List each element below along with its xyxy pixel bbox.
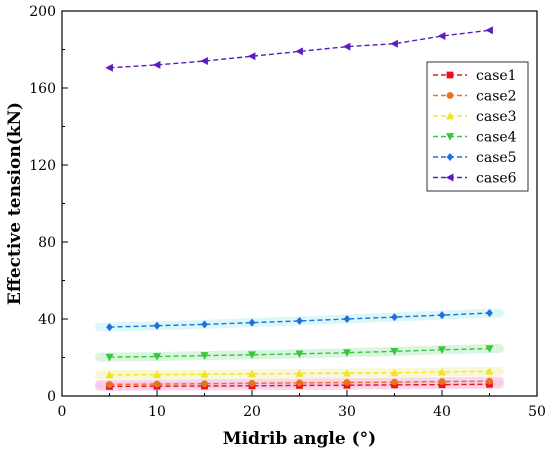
legend-label-case3: case3	[476, 109, 517, 125]
data-point-case2	[343, 379, 351, 386]
legend-marker-case4	[446, 133, 454, 141]
series-case3	[105, 367, 494, 379]
data-point-case5	[391, 313, 398, 322]
data-point-case3	[343, 368, 351, 377]
data-point-case5	[153, 321, 161, 330]
y-axis-title: Effective tension(kN)	[5, 102, 25, 305]
data-point-case4	[485, 345, 494, 353]
data-point-case3	[105, 370, 114, 379]
data-point-case5	[343, 315, 351, 323]
legend-marker-case6	[445, 173, 454, 182]
legend-box	[426, 61, 529, 192]
legend-item-case3: case3	[433, 109, 517, 125]
data-point-case2	[248, 379, 256, 387]
data-point-case3	[485, 367, 494, 375]
y-tick-label-200: 200	[29, 4, 56, 20]
data-point-case5	[438, 311, 446, 320]
data-point-case4	[248, 351, 256, 360]
x-tick-label-30: 30	[338, 404, 356, 420]
data-point-case4	[200, 352, 209, 360]
legend: case1 case2 case3 case4 case5 case6	[426, 61, 529, 192]
data-point-case4	[390, 347, 399, 356]
data-point-case6	[152, 60, 161, 69]
data-point-case5	[486, 309, 493, 318]
series-line-case2	[109, 380, 490, 386]
data-point-case2	[486, 377, 493, 385]
legend-label-case4: case4	[476, 130, 517, 146]
data-point-case4	[343, 349, 351, 357]
data-point-case6	[200, 57, 208, 66]
data-point-case2	[201, 380, 208, 388]
legend-item-case6: case6	[433, 171, 517, 187]
legend-marker-case5	[446, 153, 454, 161]
legend-item-case5: case5	[433, 150, 517, 166]
data-point-case4	[153, 353, 161, 361]
legend-marker-case1	[446, 71, 454, 79]
legend-marker-case2	[446, 92, 454, 99]
data-point-case6	[295, 47, 303, 56]
y-tick-label-80: 80	[38, 235, 56, 251]
data-point-case5	[296, 316, 303, 325]
data-point-case5	[248, 318, 256, 327]
x-tick-label-50: 50	[528, 404, 546, 420]
legend-item-case1: case1	[433, 68, 517, 84]
data-point-case6	[342, 42, 351, 51]
legend-marker-case3	[446, 111, 454, 120]
legend-label-case6: case6	[476, 171, 517, 187]
x-tick-label-40: 40	[433, 404, 451, 420]
data-point-case3	[248, 369, 256, 378]
data-point-case3	[153, 370, 161, 379]
data-point-case3	[438, 367, 446, 376]
y-tick-label-0: 0	[47, 389, 56, 405]
series-line-case5	[109, 312, 490, 328]
series-layer	[105, 26, 494, 390]
series-case6	[105, 26, 493, 72]
data-point-case6	[485, 26, 493, 35]
series-line-case3	[109, 370, 490, 376]
data-point-case3	[200, 370, 209, 378]
data-point-case3	[295, 369, 304, 377]
x-tick-label-0: 0	[58, 404, 67, 420]
x-tick-label-20: 20	[243, 404, 261, 420]
legend-label-case2: case2	[476, 89, 517, 105]
axis-ticks: 0 10 20 30 40 50 0 40 80 120 160 200	[29, 4, 546, 420]
data-point-case4	[105, 353, 114, 362]
data-point-case6	[437, 32, 446, 41]
series-case2	[106, 377, 493, 388]
data-point-case6	[105, 63, 113, 72]
data-point-case2	[106, 381, 113, 388]
series-case5	[106, 309, 493, 332]
series-line-case4	[109, 347, 490, 358]
x-tick-label-10: 10	[148, 404, 166, 420]
data-point-case2	[391, 378, 398, 386]
data-point-case2	[153, 380, 161, 388]
y-tick-label-120: 120	[29, 158, 56, 174]
x-axis-title: Midrib angle (°)	[223, 429, 376, 449]
series-line-case1	[109, 383, 490, 388]
data-point-case5	[106, 323, 113, 332]
y-tick-label-160: 160	[29, 81, 56, 97]
legend-label-case1: case1	[476, 68, 517, 84]
y-tick-label-40: 40	[38, 312, 56, 328]
data-point-case4	[295, 350, 304, 359]
series-case4	[105, 345, 494, 362]
data-point-case2	[296, 379, 303, 387]
legend-item-case4: case4	[433, 130, 517, 146]
legend-item-case2: case2	[433, 89, 517, 105]
data-point-case5	[201, 320, 208, 329]
data-point-case4	[438, 346, 446, 354]
data-point-case6	[247, 52, 256, 61]
data-point-case6	[390, 39, 398, 48]
legend-label-case5: case5	[476, 150, 517, 166]
data-point-case2	[438, 378, 446, 385]
data-point-case3	[390, 368, 399, 377]
